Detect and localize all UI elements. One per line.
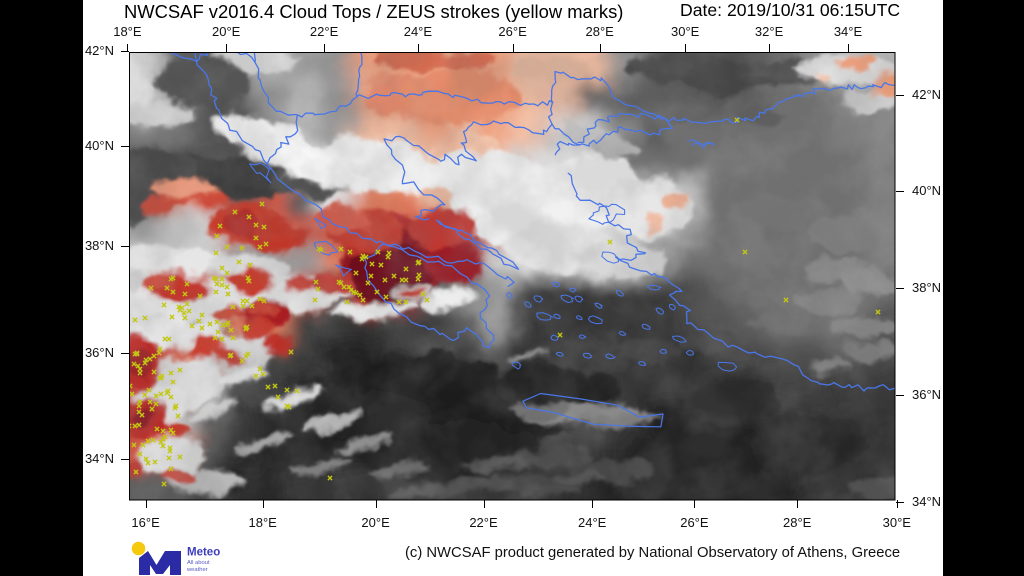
svg-text:All about: All about	[187, 560, 210, 566]
svg-text:Meteo: Meteo	[187, 547, 220, 559]
svg-text:weather: weather	[186, 567, 208, 573]
